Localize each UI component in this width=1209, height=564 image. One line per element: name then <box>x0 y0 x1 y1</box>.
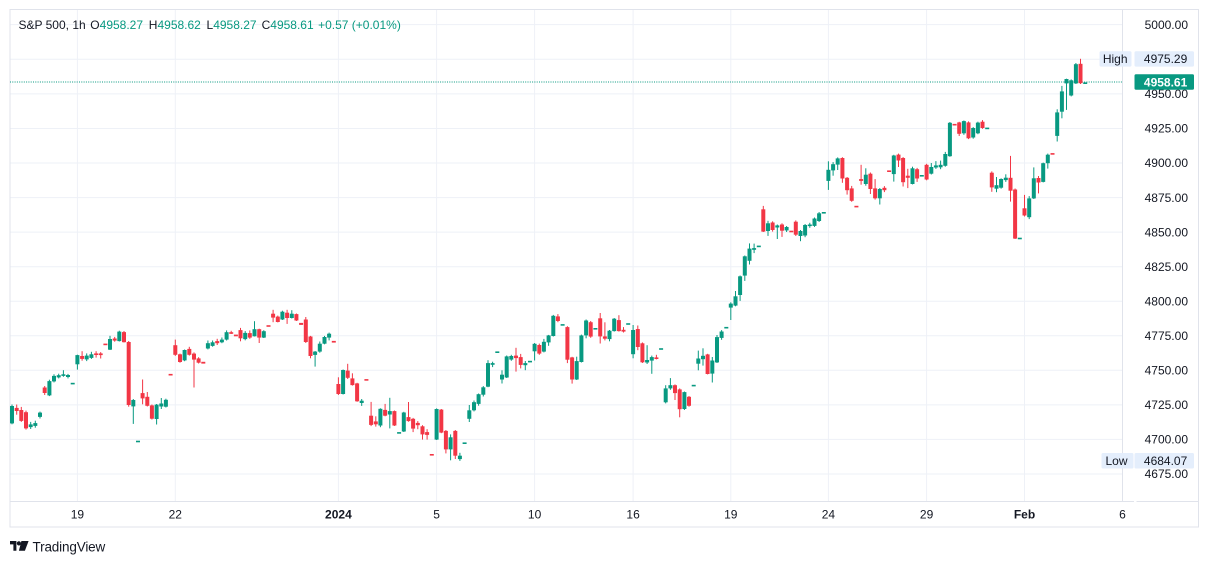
svg-text:4950.00: 4950.00 <box>1145 87 1189 101</box>
svg-text:4675.00: 4675.00 <box>1145 467 1189 481</box>
svg-text:29: 29 <box>920 508 934 522</box>
svg-text:5000.00: 5000.00 <box>1145 18 1189 32</box>
svg-text:4775.00: 4775.00 <box>1145 329 1189 343</box>
svg-text:High: High <box>1103 52 1128 66</box>
svg-text:19: 19 <box>724 508 738 522</box>
svg-text:6: 6 <box>1119 508 1126 522</box>
svg-text:5: 5 <box>433 508 440 522</box>
svg-text:16: 16 <box>626 508 640 522</box>
svg-text:4900.00: 4900.00 <box>1145 156 1189 170</box>
svg-text:Low: Low <box>1105 454 1127 468</box>
svg-text:4925.00: 4925.00 <box>1145 122 1189 136</box>
svg-text:TradingView: TradingView <box>33 539 106 554</box>
svg-text:24: 24 <box>822 508 836 522</box>
svg-text:4975.29: 4975.29 <box>1144 52 1188 66</box>
svg-text:4800.00: 4800.00 <box>1145 294 1189 308</box>
svg-text:L4958.27: L4958.27 <box>207 18 257 32</box>
svg-text:O4958.27: O4958.27 <box>90 18 143 32</box>
svg-text:4700.00: 4700.00 <box>1145 433 1189 447</box>
svg-text:4958.61: 4958.61 <box>1144 75 1188 89</box>
svg-text:4850.00: 4850.00 <box>1145 225 1189 239</box>
svg-text:4825.00: 4825.00 <box>1145 260 1189 274</box>
svg-text:4875.00: 4875.00 <box>1145 191 1189 205</box>
svg-text:S&P 500, 1h: S&P 500, 1h <box>19 18 86 32</box>
svg-text:2024: 2024 <box>325 508 352 522</box>
svg-text:C4958.61: C4958.61 <box>262 18 314 32</box>
svg-text:19: 19 <box>71 508 85 522</box>
svg-text:H4958.62: H4958.62 <box>149 18 201 32</box>
svg-text:Feb: Feb <box>1014 508 1035 522</box>
svg-text:+0.57 (+0.01%): +0.57 (+0.01%) <box>318 18 401 32</box>
svg-text:4750.00: 4750.00 <box>1145 364 1189 378</box>
svg-text:4725.00: 4725.00 <box>1145 398 1189 412</box>
svg-text:4684.07: 4684.07 <box>1144 454 1188 468</box>
svg-text:10: 10 <box>528 508 542 522</box>
svg-text:22: 22 <box>169 508 183 522</box>
